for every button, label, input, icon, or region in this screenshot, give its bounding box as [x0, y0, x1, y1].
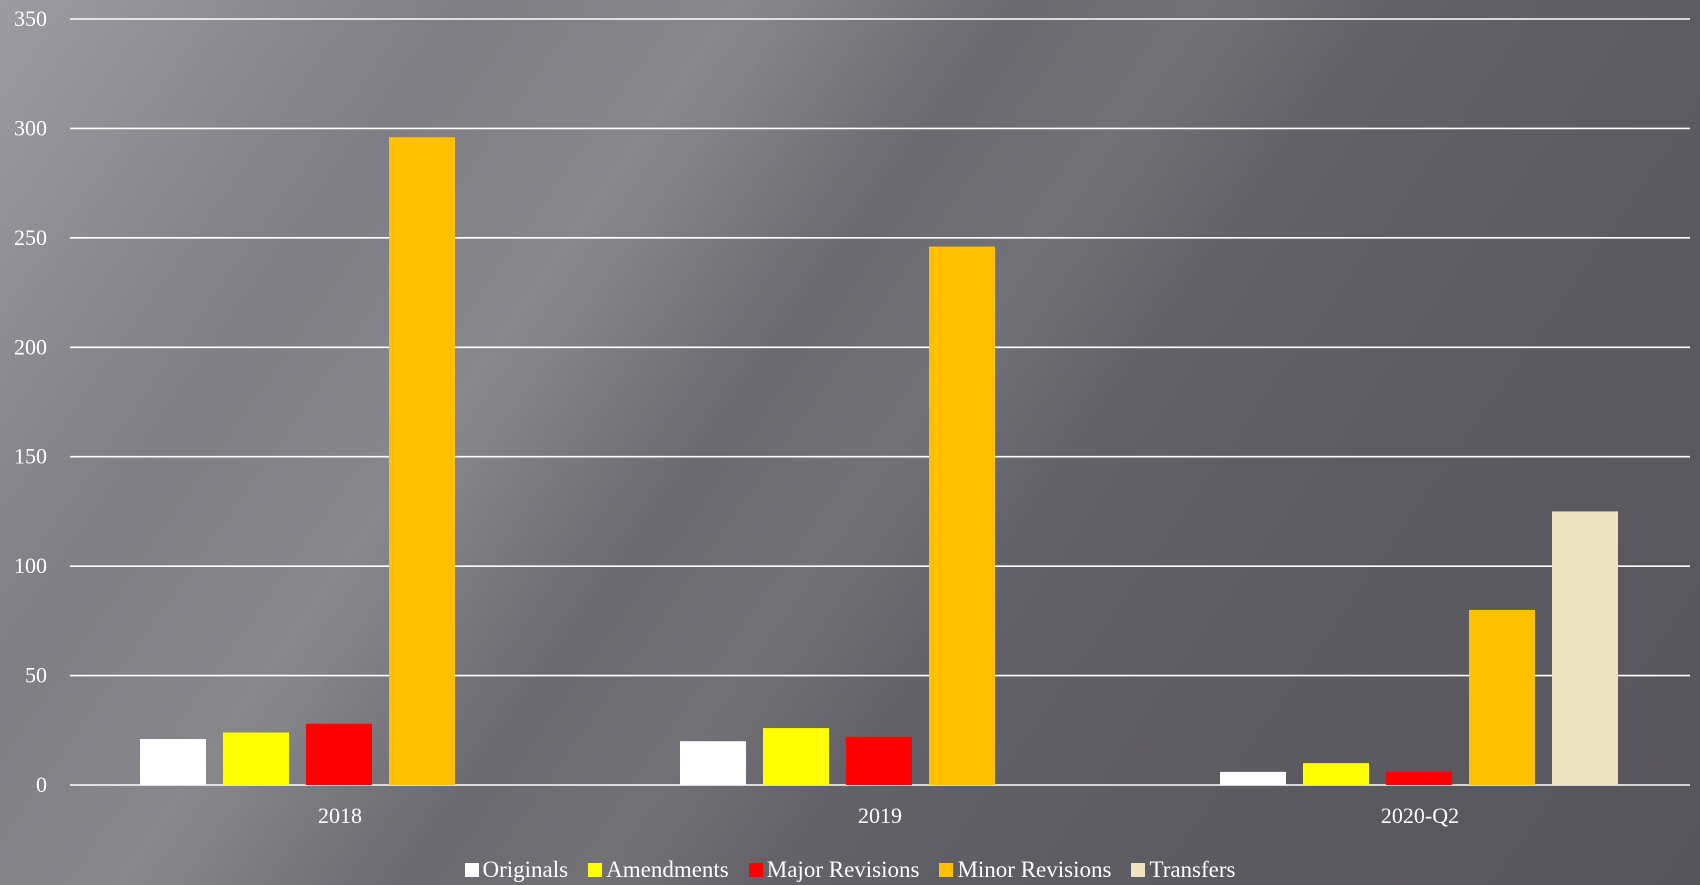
legend-item: Transfers [1131, 857, 1236, 883]
legend-swatch [1131, 863, 1146, 877]
legend-label: Transfers [1149, 857, 1236, 882]
legend-item: Originals [464, 857, 569, 883]
legend-label: Originals [482, 857, 569, 882]
bar-amendments-2020-q2 [1303, 763, 1369, 785]
bars [140, 137, 1618, 785]
legend-item: Major Revisions [748, 857, 920, 883]
legend-swatch [588, 863, 603, 877]
x-category-label: 2019 [858, 803, 902, 828]
legend-label: Minor Revisions [957, 857, 1112, 882]
bar-originals-2020-q2 [1220, 771, 1286, 785]
bar-major-revisions-2018 [306, 723, 372, 785]
y-tick-label: 200 [14, 334, 47, 359]
legend-swatch [939, 863, 954, 877]
bar-transfers-2020-q2 [1552, 511, 1618, 785]
x-category-label: 2018 [318, 803, 362, 828]
gridlines [70, 18, 1690, 786]
y-tick-label: 150 [14, 444, 47, 469]
legend-item: Minor Revisions [939, 857, 1111, 883]
legend-item: Amendments [588, 857, 729, 883]
y-tick-label: 50 [25, 663, 47, 688]
legend-swatch [748, 863, 763, 877]
bar-minor-revisions-2018 [389, 137, 455, 785]
bar-chart: 0 50 100 150 200 250 300 350 2018 2019 2020-Q2 [14, 6, 1690, 828]
bar-major-revisions-2020-q2 [1386, 771, 1452, 785]
legend-label: Amendments [606, 857, 729, 882]
y-tick-label: 0 [36, 772, 47, 797]
bar-minor-revisions-2019 [929, 246, 995, 785]
y-axis-ticks: 0 50 100 150 200 250 300 350 [14, 6, 47, 797]
bar-originals-2019 [680, 741, 746, 785]
bar-amendments-2019 [763, 728, 829, 785]
bar-major-revisions-2019 [846, 736, 912, 785]
legend: Originals Amendments Major Revisions Minor … [0, 855, 1700, 885]
bar-amendments-2018 [223, 732, 289, 785]
y-tick-label: 250 [14, 225, 47, 250]
bar-originals-2018 [140, 739, 206, 785]
x-category-label: 2020-Q2 [1381, 803, 1459, 828]
y-tick-label: 300 [14, 115, 47, 140]
legend-swatch [464, 863, 479, 877]
legend-label: Major Revisions [766, 857, 920, 882]
x-axis-labels: 2018 2019 2020-Q2 [318, 803, 1459, 828]
y-tick-label: 350 [14, 6, 47, 31]
y-tick-label: 100 [14, 553, 47, 578]
bar-minor-revisions-2020-q2 [1469, 609, 1535, 785]
